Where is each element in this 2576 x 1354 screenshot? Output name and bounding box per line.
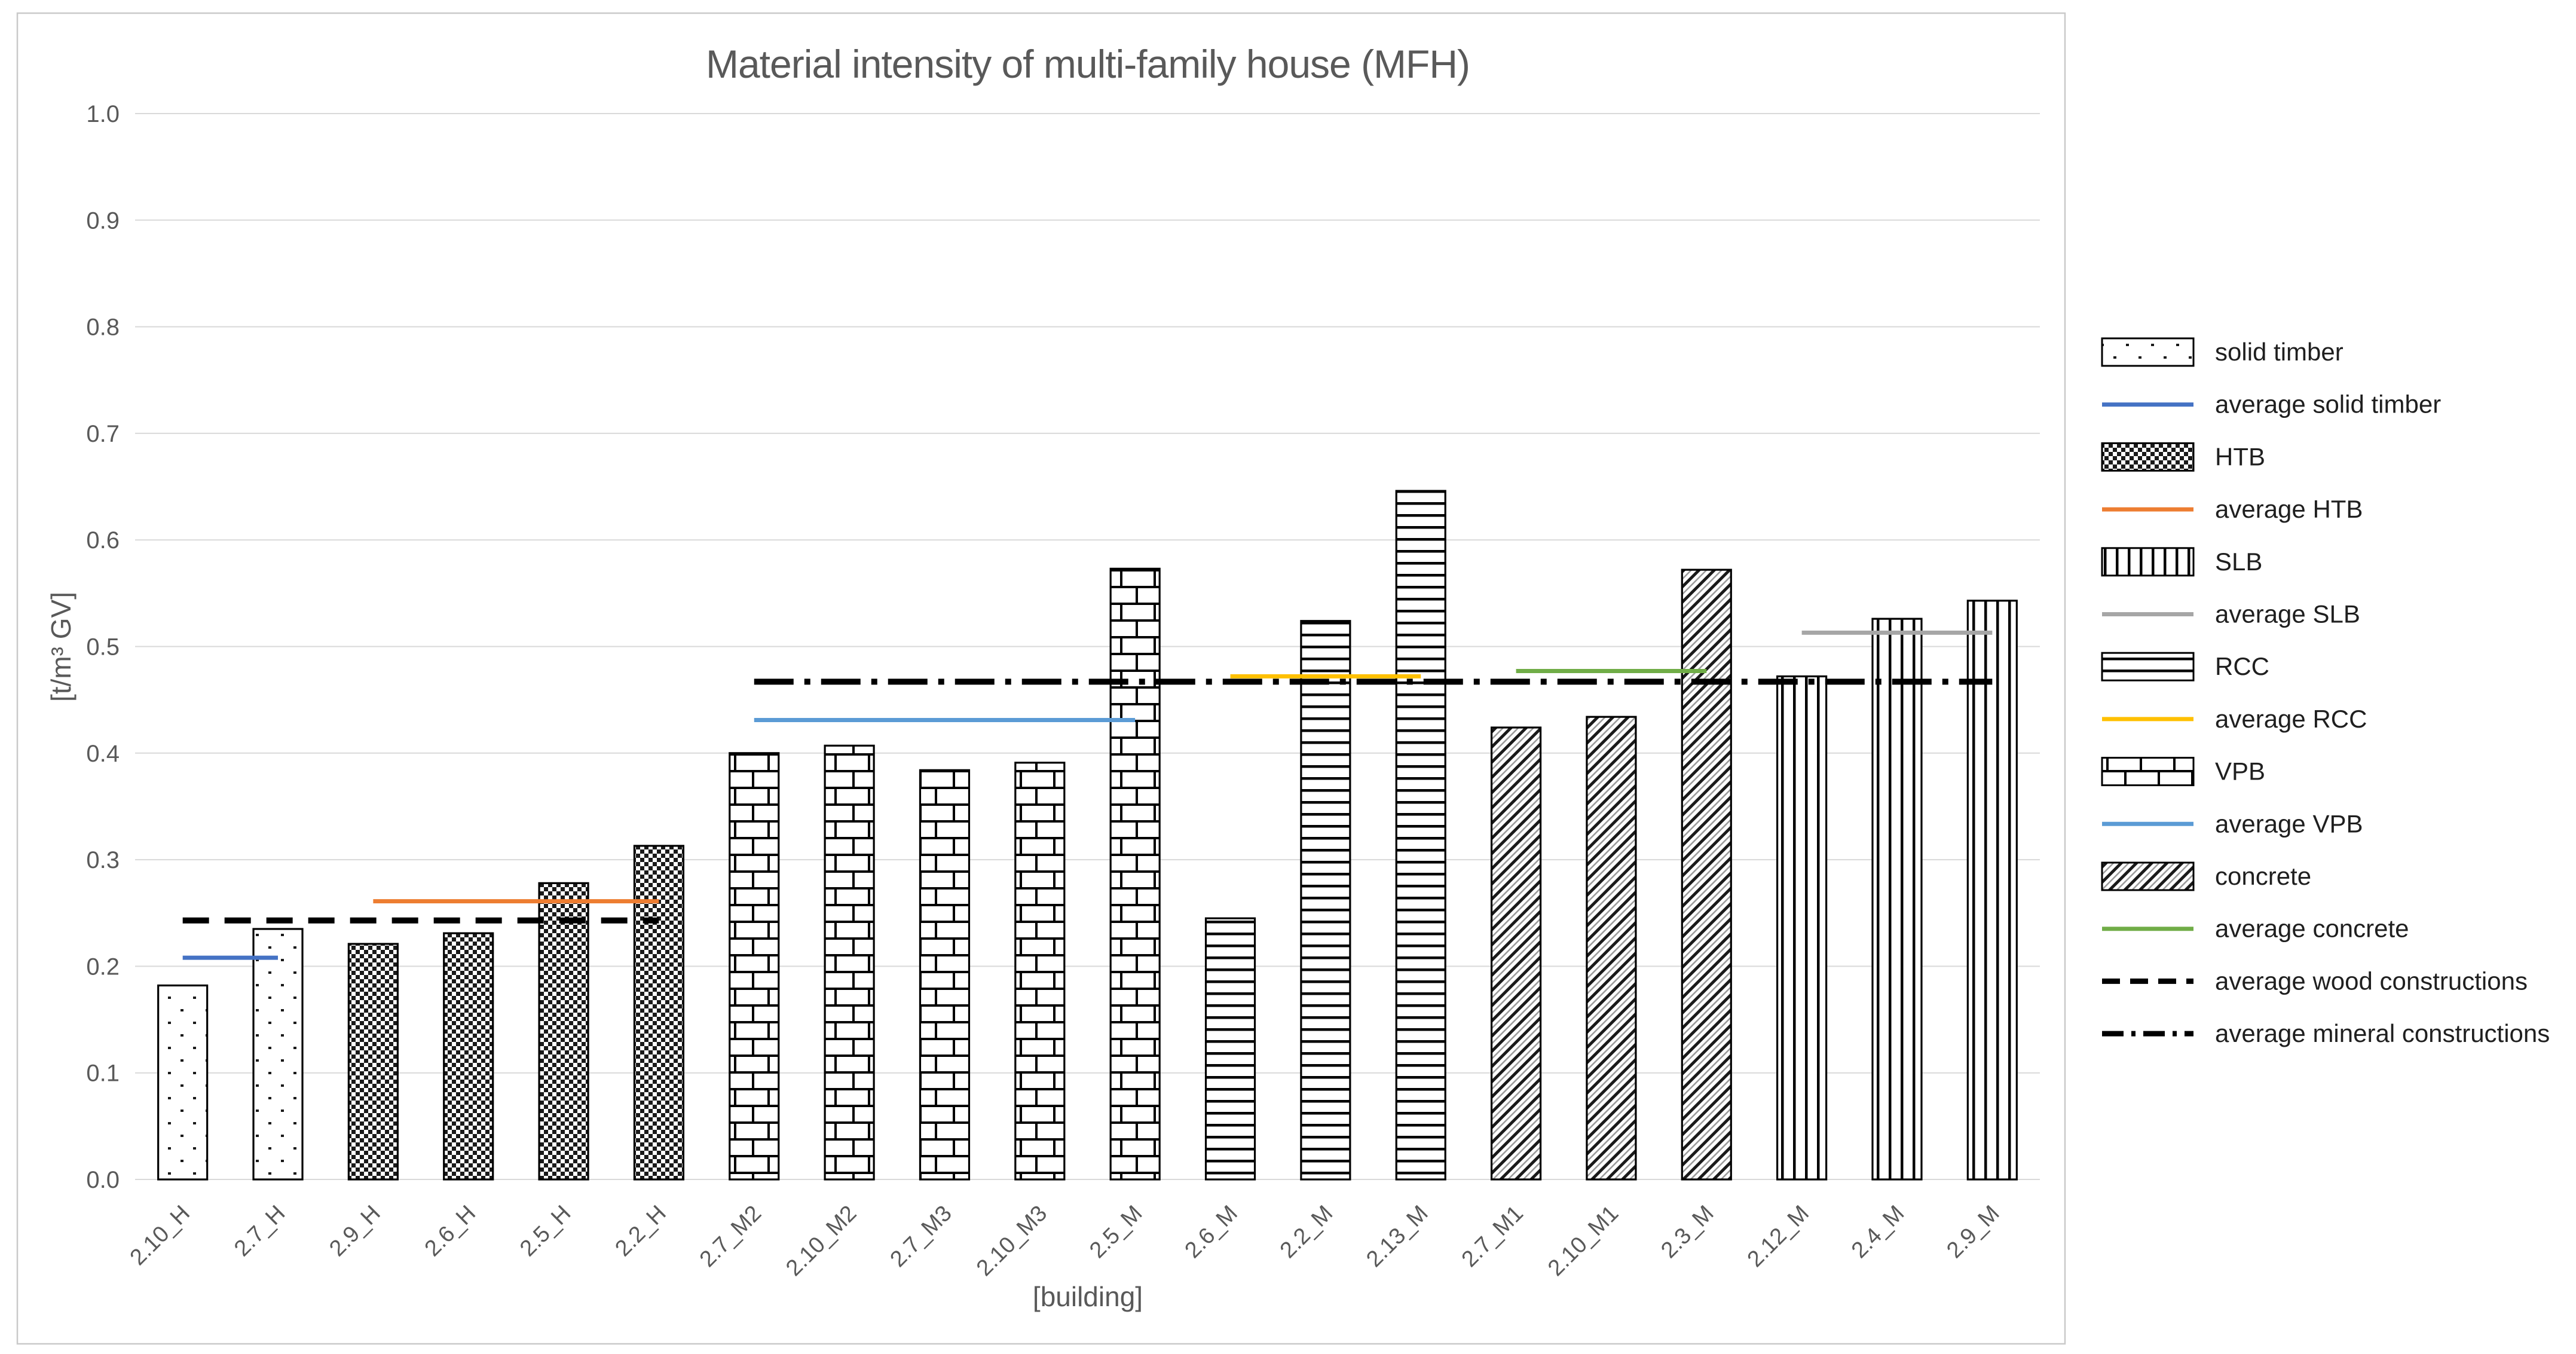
bar-2.3_M	[1681, 569, 1732, 1181]
bars	[157, 490, 2018, 1181]
bar-2.12_M	[1776, 675, 1828, 1181]
bar-2.9_H	[347, 943, 399, 1181]
concrete-swatch	[2101, 861, 2195, 891]
y-tick-label: 0.3	[86, 847, 120, 873]
legend-label: average concrete	[2215, 915, 2409, 943]
legend-label: SLB	[2215, 548, 2262, 576]
legend-item: average RCC	[2102, 705, 2367, 733]
average-lines	[182, 630, 1993, 960]
legend-item: concrete	[2101, 861, 2311, 891]
bar-2.6_M	[1204, 917, 1256, 1181]
y-tick-label: 1.0	[86, 101, 120, 127]
SLB-swatch	[2101, 547, 2195, 577]
bar-2.13_M	[1395, 490, 1446, 1181]
legend-item: SLB	[2101, 547, 2262, 577]
legend-item: solid timber	[2101, 337, 2344, 367]
legend-label: average HTB	[2215, 495, 2363, 523]
legend-label: solid timber	[2215, 338, 2344, 366]
legend-item: RCC	[2101, 652, 2269, 681]
HTB-swatch	[2101, 442, 2195, 472]
bar-2.6_H	[443, 932, 494, 1181]
y-tick-label: 0.1	[86, 1060, 120, 1087]
legend-label: VPB	[2215, 757, 2265, 785]
legend: solid timber average solid timber HTB avera…	[2101, 337, 2550, 1047]
VPB-swatch	[2101, 757, 2195, 787]
legend-label: HTB	[2215, 442, 2265, 470]
legend-item: average VPB	[2102, 809, 2363, 838]
bar-2.9_M	[1966, 600, 2018, 1181]
bar-2.7_M3	[919, 769, 971, 1181]
legend-item: HTB	[2101, 442, 2265, 472]
y-tick-label: 0.0	[86, 1167, 120, 1193]
y-tick-label: 0.7	[86, 421, 120, 447]
legend-label: average wood constructions	[2215, 967, 2528, 995]
solid timber-swatch	[2101, 337, 2195, 367]
y-tick-label: 0.2	[86, 953, 120, 980]
RCC-swatch	[2101, 652, 2195, 681]
bar-2.5_H	[538, 882, 589, 1181]
bar-2.2_M	[1300, 620, 1351, 1181]
x-axis-title: [building]	[1033, 1281, 1143, 1312]
legend-label: average solid timber	[2215, 390, 2441, 418]
bar-2.7_M2	[729, 752, 780, 1181]
bar-2.5_M	[1109, 567, 1161, 1181]
bar-2.4_M	[1871, 618, 1923, 1181]
legend-item: average mineral constructions	[2102, 1019, 2550, 1047]
y-tick-label: 0.4	[86, 741, 120, 767]
legend-item: average concrete	[2102, 915, 2409, 943]
legend-label: average mineral constructions	[2215, 1019, 2550, 1047]
bar-2.2_H	[633, 845, 685, 1181]
legend-label: RCC	[2215, 652, 2269, 680]
bar-2.7_H	[252, 928, 304, 1181]
legend-item: average wood constructions	[2102, 967, 2528, 995]
legend-item: VPB	[2101, 757, 2265, 787]
y-tick-label: 0.8	[86, 314, 120, 341]
y-axis-tick-labels: 0.0 0.1 0.2 0.3 0.4 0.5 0.6 0.7 0.8 0.9 1.0	[86, 101, 120, 1193]
y-tick-label: 0.9	[86, 207, 120, 234]
legend-label: average VPB	[2215, 809, 2363, 838]
legend-item: average solid timber	[2102, 390, 2441, 418]
chart-title: Material intensity of multi-family house…	[706, 42, 1470, 86]
bar-2.10_M2	[824, 744, 875, 1181]
bar-2.10_M3	[1014, 762, 1066, 1181]
y-tick-label: 0.5	[86, 634, 120, 661]
legend-item: average SLB	[2102, 600, 2360, 628]
y-tick-label: 0.6	[86, 527, 120, 554]
bar-2.10_H	[157, 984, 209, 1181]
legend-label: concrete	[2215, 862, 2311, 890]
legend-label: average RCC	[2215, 705, 2367, 733]
bar-2.10_M1	[1586, 716, 1637, 1181]
legend-item: average HTB	[2102, 495, 2363, 523]
legend-label: average SLB	[2215, 600, 2360, 628]
y-axis-title: [t/m³ GV]	[45, 592, 77, 702]
bar-2.7_M1	[1490, 726, 1542, 1181]
